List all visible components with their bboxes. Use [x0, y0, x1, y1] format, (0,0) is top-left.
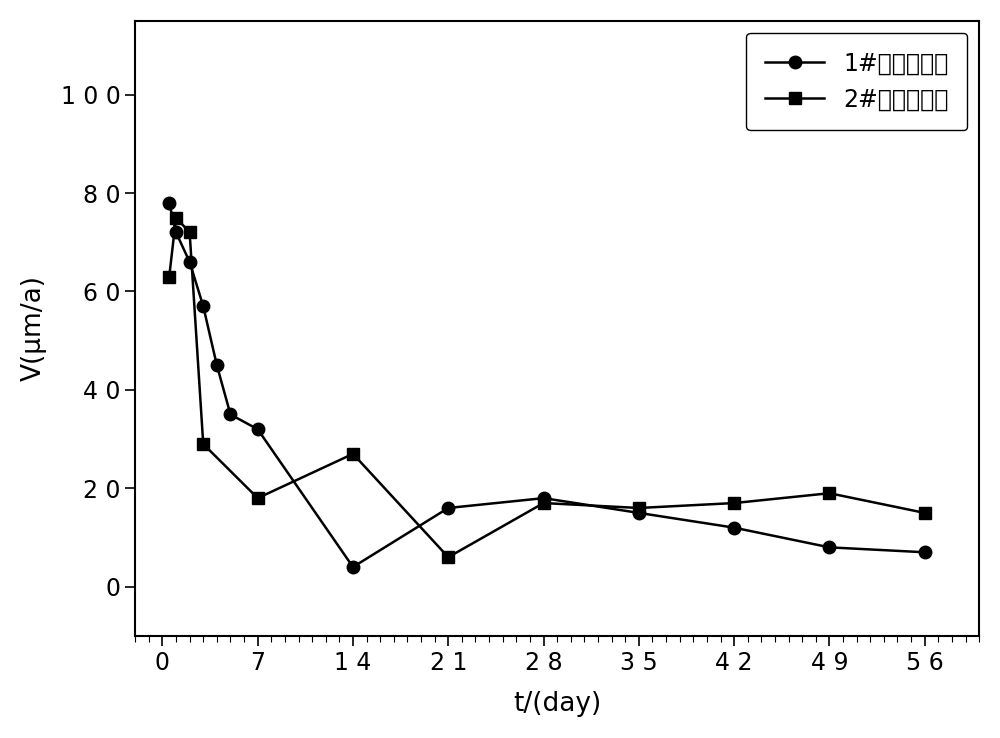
Y-axis label: V(μm/a): V(μm/a)	[21, 275, 47, 382]
1#（去表皮）	[252, 425, 264, 434]
1#（去表皮）	[211, 361, 223, 370]
1#（去表皮）	[163, 199, 175, 207]
2#（去表皮）	[252, 494, 264, 503]
2#（去表皮）	[823, 489, 835, 497]
1#（去表皮）	[170, 228, 182, 237]
1#（去表皮）	[538, 494, 550, 503]
Line: 1#（去表皮）: 1#（去表皮）	[163, 196, 931, 573]
2#（去表皮）	[170, 213, 182, 222]
1#（去表皮）	[197, 302, 209, 311]
2#（去表皮）	[197, 440, 209, 449]
2#（去表皮）	[919, 508, 931, 517]
2#（去表皮）	[184, 228, 196, 237]
Legend: 1#（去表皮）, 2#（去表皮）: 1#（去表皮）, 2#（去表皮）	[746, 32, 967, 130]
1#（去表皮）	[224, 410, 236, 419]
2#（去表皮）	[442, 553, 454, 562]
1#（去表皮）	[347, 562, 359, 571]
2#（去表皮）	[538, 499, 550, 508]
Line: 2#（去表皮）: 2#（去表皮）	[163, 211, 931, 563]
1#（去表皮）	[728, 523, 740, 532]
1#（去表皮）	[184, 258, 196, 266]
1#（去表皮）	[919, 548, 931, 556]
X-axis label: t/(day): t/(day)	[513, 692, 601, 717]
2#（去表皮）	[163, 272, 175, 281]
2#（去表皮）	[347, 449, 359, 458]
1#（去表皮）	[633, 508, 645, 517]
2#（去表皮）	[633, 503, 645, 512]
1#（去表皮）	[823, 543, 835, 552]
2#（去表皮）	[728, 499, 740, 508]
1#（去表皮）	[442, 503, 454, 512]
